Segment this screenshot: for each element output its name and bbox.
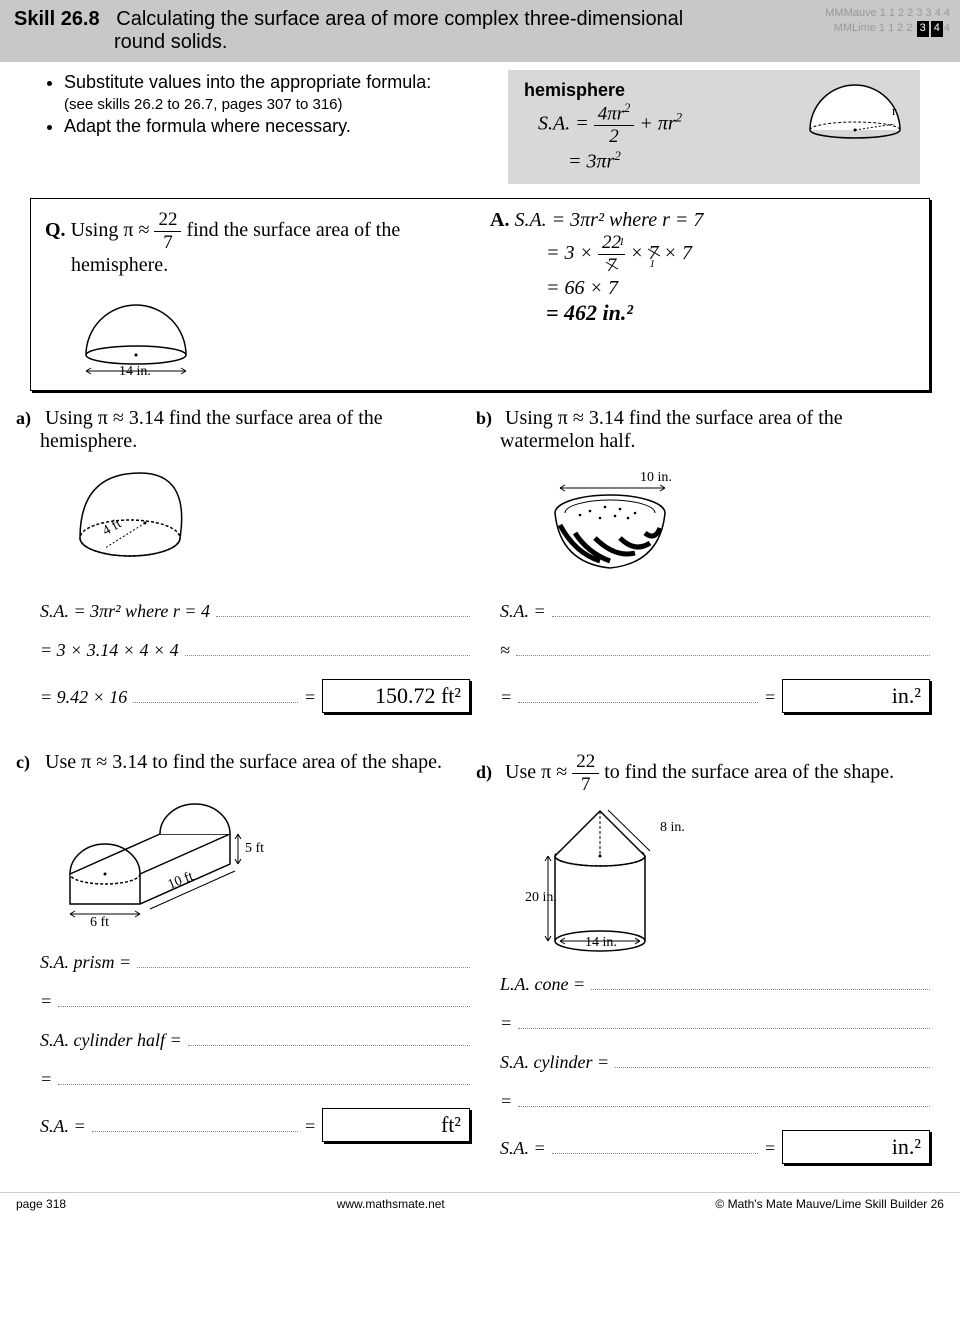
svg-text:5 ft: 5 ft (245, 841, 264, 856)
svg-text:r: r (892, 103, 897, 118)
intro-bullets: Substitute values into the appropriate f… (64, 72, 488, 137)
pb-approx: ≈ (500, 640, 510, 661)
q-label: Q. (45, 219, 66, 241)
intro-row: Substitute values into the appropriate f… (0, 62, 960, 192)
pc-ans[interactable]: ft² (322, 1108, 470, 1142)
footer-r: © Math's Mate Mauve/Lime Skill Builder 2… (715, 1197, 944, 1211)
a-label: A. (490, 209, 509, 231)
pd-w1: L.A. cone = (500, 974, 585, 995)
pb-label: b) (476, 408, 500, 429)
pd-q: Use π ≈ 227 to find the surface area of … (505, 761, 894, 783)
q-text2: hemisphere. (71, 254, 470, 277)
pa-w3: = 9.42 × 16 (40, 687, 127, 708)
pa-ans[interactable]: 150.72 ft² (322, 679, 470, 713)
pa-fig: 4 ft (60, 453, 210, 573)
svg-text:14 in.: 14 in. (585, 935, 617, 950)
header: Skill 26.8 Calculating the surface area … (0, 0, 960, 62)
a-l4: = 462 in.² (546, 300, 915, 326)
prob-cd: c) Use π ≈ 3.14 to find the surface area… (0, 741, 960, 1192)
pa-q: Using π ≈ 3.14 find the surface area of … (40, 407, 383, 452)
svg-text:6 ft: 6 ft (90, 915, 109, 930)
pc-eq3: = (304, 1116, 316, 1137)
skill-text2: round solids. (114, 31, 946, 54)
bullet-2: Adapt the formula where necessary. (64, 116, 488, 137)
pd-ans[interactable]: in.² (782, 1130, 930, 1164)
q-hemi: 14 in. (71, 285, 211, 375)
pa-w1: S.A. = 3πr² where r = 4 (40, 601, 210, 622)
pd-label: d) (476, 762, 500, 783)
q-text: Using π ≈ 227 find the surface area of t… (71, 219, 401, 241)
footer-c: www.mathsmate.net (337, 1197, 445, 1211)
badge2: MMLime 1 1 2 2 344 (825, 21, 950, 36)
svg-text:14 in.: 14 in. (119, 364, 151, 379)
a-l3: = 66 × 7 (546, 277, 915, 300)
svg-text:20 in.: 20 in. (525, 890, 557, 905)
svg-text:8 in.: 8 in. (660, 820, 685, 835)
badge2-text: MMLime 1 1 2 2 (834, 22, 913, 34)
pa-w2: = 3 × 3.14 × 4 × 4 (40, 640, 179, 661)
pa-eq: = (304, 687, 316, 708)
bullet-1: Substitute values into the appropriate f… (64, 72, 488, 114)
badge1: MMMauve 1 1 2 2 3 3 4 4 (825, 6, 950, 21)
hemisphere-formula: hemisphere S.A. = 4πr22 + πr2 = 3πr2 r (508, 70, 920, 184)
skill-title: Skill 26.8 Calculating the surface area … (14, 8, 946, 31)
pb-eq2: = (764, 687, 776, 708)
pb-fig: 10 in. (500, 453, 700, 583)
footer: page 318 www.mathsmate.net © Math's Mate… (0, 1192, 960, 1215)
b1-text: Substitute values into the appropriate f… (64, 72, 431, 92)
b1-sub: (see skills 26.2 to 26.7, pages 307 to 3… (64, 96, 343, 113)
pb-w1: S.A. = (500, 601, 546, 622)
pc-w2: S.A. cylinder half = (40, 1030, 182, 1051)
pc-eq1: = (40, 991, 52, 1012)
pc-eq2: = (40, 1069, 52, 1090)
pd-w2: S.A. cylinder = (500, 1052, 609, 1073)
footer-l: page 318 (16, 1197, 66, 1211)
pa-label: a) (16, 408, 40, 429)
pd-w3: S.A. = (500, 1138, 546, 1159)
pc-fig: 5 ft 10 ft 6 ft (40, 774, 300, 934)
qa-box: Q. Using π ≈ 227 find the surface area o… (30, 198, 930, 391)
pb-eq1: = (500, 687, 512, 708)
badge: MMMauve 1 1 2 2 3 3 4 4 MMLime 1 1 2 2 3… (825, 6, 950, 37)
pc-w3: S.A. = (40, 1116, 86, 1137)
a-l2: = 3 × 227 × 7 × 7 1 1 (546, 232, 915, 277)
pc-label: c) (16, 752, 40, 773)
hemi-diagram: r (800, 80, 910, 140)
skill-num: Skill 26.8 (14, 8, 100, 30)
pb-q: Using π ≈ 3.14 find the surface area of … (500, 407, 843, 452)
pc-w1: S.A. prism = (40, 952, 131, 973)
a-l1: S.A. = 3πr² where r = 7 (514, 209, 703, 231)
prob-ab: a) Using π ≈ 3.14 find the surface area … (0, 397, 960, 741)
pd-eq2: = (500, 1091, 512, 1112)
skill-text: Calculating the surface area of more com… (116, 8, 683, 30)
pb-ans[interactable]: in.² (782, 679, 930, 713)
pd-eq1: = (500, 1013, 512, 1034)
pd-fig: 8 in. 20 in. 14 in. (500, 796, 720, 966)
pc-q: Use π ≈ 3.14 to find the surface area of… (45, 751, 442, 773)
pd-eq3: = (764, 1138, 776, 1159)
svg-text:10 in.: 10 in. (640, 470, 672, 485)
